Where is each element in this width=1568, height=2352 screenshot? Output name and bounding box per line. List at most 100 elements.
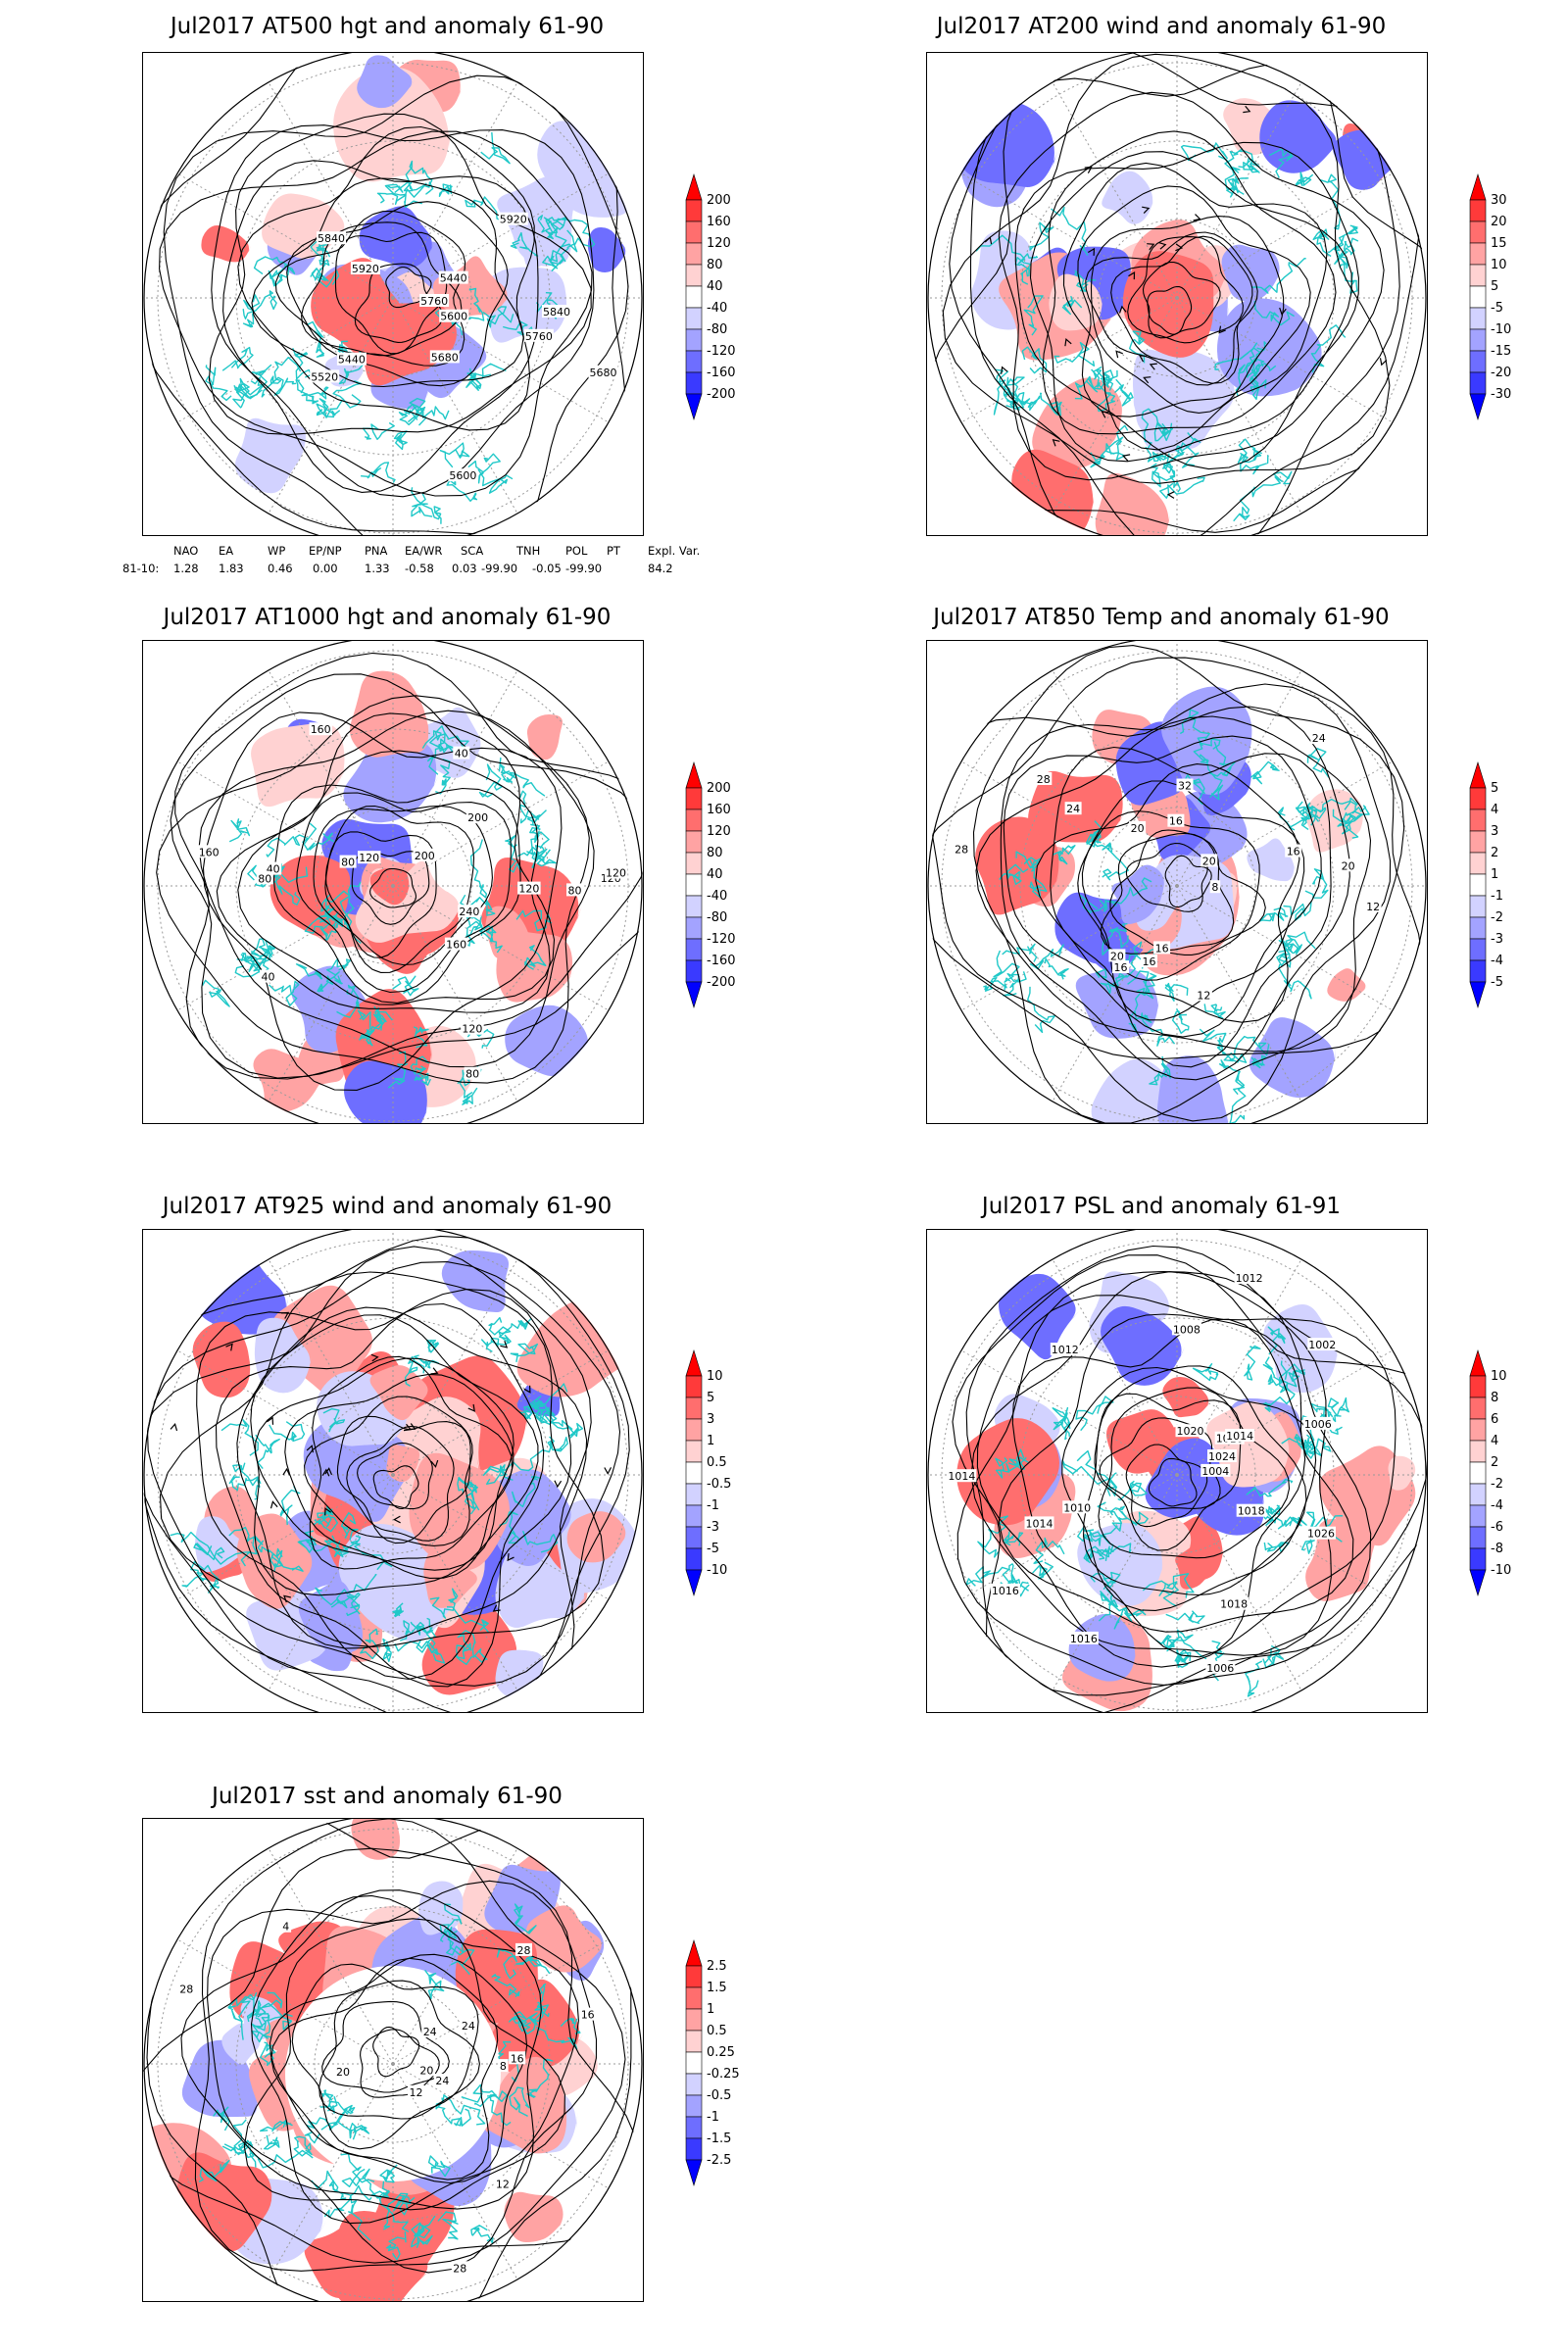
contour-label: 120 xyxy=(606,867,626,880)
colorbar-label: 20 xyxy=(1491,215,1507,229)
colorbar-label: -8 xyxy=(1491,1542,1503,1556)
teleconnection-table: NAO EA WP EP/NP PNA EA/WR SCA TNH POL PT… xyxy=(122,544,710,583)
colorbar-top-arrow xyxy=(685,1938,703,1967)
contour-label: 5920 xyxy=(500,214,527,226)
contour-label: 20 xyxy=(1202,855,1216,867)
contour-label-bg xyxy=(1310,731,1328,745)
colorbar-label: 30 xyxy=(1491,193,1507,208)
colorbar-label: 4 xyxy=(1491,1434,1498,1448)
idx-header-ea: EA xyxy=(219,544,234,558)
colorbar-label: 3 xyxy=(1491,824,1498,839)
contour-label-bg xyxy=(588,365,618,378)
contour-label-bg xyxy=(350,262,380,274)
idx-header-sca: SCA xyxy=(461,544,484,558)
colorbar-segment xyxy=(685,371,703,395)
colorbar-label: 8 xyxy=(1491,1391,1498,1405)
colorbar-segment xyxy=(1469,1418,1487,1442)
colorbar-segment xyxy=(685,830,703,854)
contour-label: 20 xyxy=(1342,859,1355,872)
idx-value-epnp: 0.00 xyxy=(313,562,338,575)
contour-label: 5920 xyxy=(352,263,379,275)
contour-label: 28 xyxy=(179,1984,193,1996)
colorbar-segment xyxy=(1469,938,1487,961)
map-content: 1201601602001201204080404080200240160120… xyxy=(143,641,643,1123)
contour-label-bg xyxy=(494,2177,512,2190)
contour-label-bg xyxy=(1200,1463,1231,1477)
contour-label: 20 xyxy=(419,2064,433,2077)
contour-label: 16 xyxy=(1287,846,1300,858)
colorbar-segment xyxy=(685,895,703,918)
colorbar-label: -1.5 xyxy=(707,2132,731,2146)
contour-label-bg xyxy=(429,350,460,364)
contour-label: 5680 xyxy=(590,367,617,379)
colorbar-label: 15 xyxy=(1491,236,1507,251)
colorbar-segment xyxy=(685,350,703,373)
colorbar-label: -160 xyxy=(707,954,736,968)
contour-label-bg xyxy=(947,1469,977,1483)
contour-label-bg xyxy=(317,231,346,245)
colorbar-top-arrow xyxy=(1469,760,1487,789)
colorbar-label: 1 xyxy=(707,2002,714,2017)
contour-label-bg xyxy=(1176,778,1194,792)
colorbar-label: -0.25 xyxy=(707,2067,740,2082)
colorbar-label: -40 xyxy=(707,301,727,316)
colorbar-segment xyxy=(1469,1396,1487,1420)
colorbar-label: -10 xyxy=(1491,1563,1511,1578)
contour-label: 5680 xyxy=(431,351,459,364)
contour-label: 8 xyxy=(1211,881,1218,894)
colorbar-segment xyxy=(685,787,703,810)
contour-label-bg xyxy=(990,1583,1020,1596)
colorbar-label: -1 xyxy=(707,2110,719,2125)
contour-label-bg xyxy=(515,1942,532,1956)
contour-label-bg xyxy=(260,969,276,983)
colorbar-segment xyxy=(1469,307,1487,330)
contour-label-bg xyxy=(566,883,583,897)
colorbar-segment xyxy=(685,328,703,352)
contour-label-bg xyxy=(256,871,273,885)
colorbar-label: -5 xyxy=(1491,975,1503,990)
colorbar-segment xyxy=(1469,830,1487,854)
contour-label: 16 xyxy=(1143,956,1156,968)
contour-label: 40 xyxy=(455,748,468,760)
colorbar-label: -4 xyxy=(1491,1498,1503,1513)
colorbar-segment xyxy=(685,938,703,961)
map-boundary xyxy=(927,53,1427,535)
idx-header-pna: PNA xyxy=(365,544,388,558)
colorbar-label: -6 xyxy=(1491,1520,1503,1535)
map-sst: 28 24 24 20 16 12 8 4 12 16 20 28 24 28 xyxy=(142,1818,644,2302)
contour-label: 20 xyxy=(336,2066,350,2079)
contour-label: 1006 xyxy=(1304,1418,1332,1431)
colorbar-segment xyxy=(685,808,703,832)
colorbar-segment xyxy=(685,1375,703,1398)
colorbar-label: -120 xyxy=(707,344,736,359)
colorbar-label: -10 xyxy=(1491,322,1511,337)
contour-label: 5840 xyxy=(318,232,345,245)
contour-label-bg xyxy=(1207,1449,1237,1462)
map-content: 1010101210141016102610241008101010061004… xyxy=(927,1230,1427,1712)
colorbar-label: 1 xyxy=(707,1434,714,1448)
colorbar-top-arrow xyxy=(1469,172,1487,201)
contour-label: 5440 xyxy=(440,272,467,285)
colorbar-segment xyxy=(1469,1375,1487,1398)
contour-label-bg xyxy=(1141,955,1157,968)
colorbar-label: -2 xyxy=(1491,910,1503,925)
colorbar-bottom-arrow xyxy=(1469,1569,1487,1597)
colorbar-segment xyxy=(1469,787,1487,810)
colorbar-top-arrow xyxy=(685,1348,703,1377)
panel-title-at500: Jul2017 AT500 hgt and anomaly 61-90 xyxy=(170,14,605,39)
contour-label-bg xyxy=(358,851,381,864)
contour-label: 12 xyxy=(410,2086,423,2099)
contour-label: 24 xyxy=(1312,732,1326,745)
contour-label-bg xyxy=(408,2084,424,2098)
contour-label-bg xyxy=(1024,1516,1054,1530)
contour-label-bg xyxy=(1108,949,1126,962)
colorbar-segment xyxy=(1469,371,1487,395)
contour-label: 1010 xyxy=(1063,1501,1091,1514)
contour-label-bg xyxy=(1035,772,1053,785)
colorbar-segment xyxy=(685,307,703,330)
contour-label: 200 xyxy=(415,850,435,862)
contour-label-bg xyxy=(1068,1631,1099,1644)
contour-label-bg xyxy=(334,2064,352,2078)
contour-label-bg xyxy=(1209,880,1221,894)
